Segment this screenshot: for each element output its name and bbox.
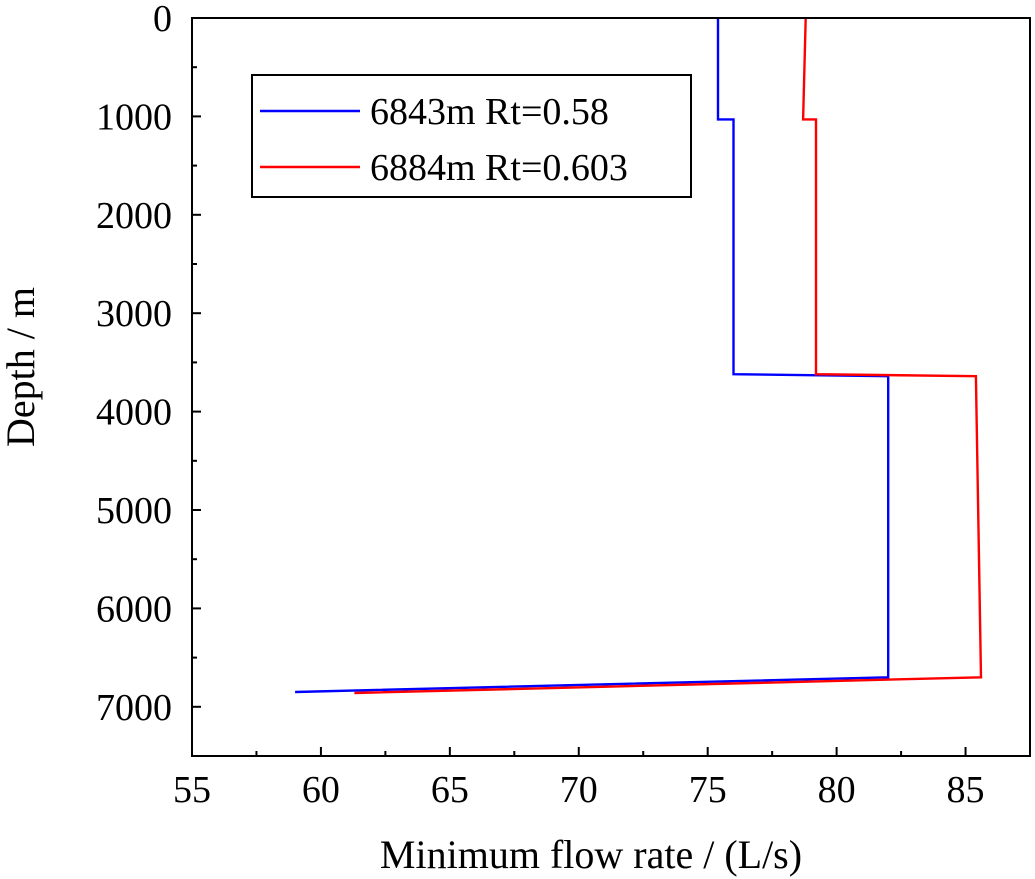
series-line-2 xyxy=(354,17,983,695)
y-tick-label: 1000 xyxy=(96,96,172,138)
series-layer xyxy=(295,17,983,695)
y-tick-label: 0 xyxy=(153,0,172,40)
y-tick-label: 4000 xyxy=(96,392,172,434)
y-axis: 0 1000 2000 3000 4000 5000 6000 7000 xyxy=(96,0,201,729)
x-tick-label: 70 xyxy=(560,769,598,811)
y-tick-label: 2000 xyxy=(96,195,172,237)
y-tick-label: 6000 xyxy=(96,588,172,630)
x-tick-label: 55 xyxy=(173,769,211,811)
x-tick-label: 75 xyxy=(689,769,727,811)
legend-box xyxy=(251,74,692,198)
y-tick-label: 5000 xyxy=(96,490,172,532)
legend-label-1: 6843m Rt=0.58 xyxy=(370,91,609,133)
y-tick-label: 3000 xyxy=(96,293,172,335)
plot-frame xyxy=(191,17,1031,757)
legend-label-2: 6884m Rt=0.603 xyxy=(370,147,628,189)
y-tick-label: 7000 xyxy=(96,687,172,729)
x-tick-label: 85 xyxy=(947,769,985,811)
x-tick-label: 80 xyxy=(818,769,856,811)
x-tick-label: 60 xyxy=(302,769,340,811)
y-axis-title: Depth / m xyxy=(0,287,43,447)
x-tick-label: 65 xyxy=(431,769,469,811)
x-axis-title: Minimum flow rate / (L/s) xyxy=(380,832,802,877)
series-line-1 xyxy=(295,18,890,694)
x-axis: 55 60 65 70 75 80 85 xyxy=(173,747,985,811)
legend: 6843m Rt=0.58 6884m Rt=0.603 xyxy=(251,74,692,198)
